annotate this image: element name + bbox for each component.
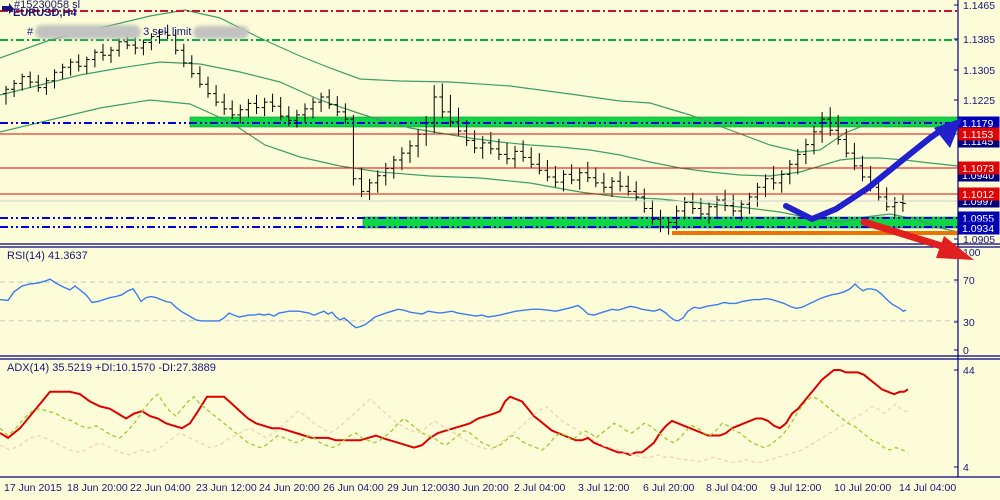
order-prefix: # <box>27 26 34 38</box>
price-level-box-label: 1.0934 <box>962 223 994 235</box>
time-axis-label: 9 Jul 12:00 <box>770 482 822 494</box>
price-tick-label: 1.1385 <box>963 34 995 46</box>
redacted-order-price <box>194 26 249 38</box>
time-axis-label: 26 Jun 04:00 <box>323 482 384 494</box>
price-tick-label: 1.1465 <box>963 0 995 12</box>
time-axis-label: 3 Jul 12:00 <box>578 482 630 494</box>
bearish-projection-arrow-head <box>936 236 974 260</box>
price-level-box <box>958 187 1000 201</box>
rsi-tick-label: 30 <box>963 317 975 329</box>
time-axis-label: 29 Jun 12:00 <box>387 482 448 494</box>
bullish-projection-arrow-head <box>934 118 962 148</box>
time-axis-label: 6 Jul 20:00 <box>643 482 695 494</box>
price-tick-label: 1.0905 <box>963 234 995 246</box>
price-tick-label: 1.1225 <box>963 95 995 107</box>
redacted-order-number <box>36 26 141 38</box>
symbol-period-label: EURUSD,H4 <box>13 7 77 19</box>
adx--di-line <box>0 398 908 463</box>
pending-order-label: # 3 sell limit <box>27 26 249 38</box>
ohlc-bars <box>5 24 904 235</box>
ohlc-open-ticks <box>3 31 903 228</box>
adx-+di-line <box>0 393 909 454</box>
order-type-label: 3 sell limit <box>143 26 192 38</box>
price-level-box-label: 1.1179 <box>962 118 993 130</box>
adx-tick-label: 4 <box>963 462 969 474</box>
time-axis-label: 30 Jun 20:00 <box>448 482 509 494</box>
price-level-box-label: 1.1012 <box>962 189 994 201</box>
price-level-box <box>958 127 1000 141</box>
price-level-box <box>958 116 1000 130</box>
order-sl-label: #15230058 sl <box>14 0 81 11</box>
time-axis-label: 17 Jun 2015 <box>4 482 62 494</box>
rsi-tick-label: 70 <box>963 275 975 287</box>
price-level-box-label: 1.1073 <box>962 163 994 175</box>
price-tick-label: 1.1305 <box>963 65 995 77</box>
rsi-tick-label: 0 <box>963 345 969 357</box>
time-axis-label: 8 Jul 04:00 <box>706 482 758 494</box>
rsi-indicator-label: RSI(14) 41.3637 <box>7 250 88 262</box>
time-axis-label: 22 Jun 04:00 <box>130 482 191 494</box>
adx-tick-label: 44 <box>963 365 975 377</box>
bollinger-middle-band <box>0 61 959 177</box>
rsi-line <box>0 278 907 329</box>
order-marker-icon <box>2 3 14 14</box>
time-axis-label: 23 Jun 12:00 <box>196 482 257 494</box>
time-axis-label: 2 Jul 04:00 <box>514 482 566 494</box>
price-level-box <box>958 221 1000 235</box>
adx-adx-line <box>0 369 909 456</box>
price-level-box <box>958 161 1000 175</box>
price-level-box <box>958 211 1000 225</box>
price-level-box-label: 1.1153 <box>962 129 993 141</box>
bollinger-lower-band <box>0 99 959 233</box>
bullish-projection-arrow <box>783 125 947 222</box>
bearish-projection-arrow <box>860 218 952 252</box>
time-axis-label: 18 Jun 20:00 <box>67 482 128 494</box>
ohlc-close-ticks <box>6 31 906 228</box>
time-axis-label: 14 Jul 04:00 <box>899 482 956 494</box>
adx-indicator-label: ADX(14) 35.5219 +DI:10.1570 -DI:27.3889 <box>7 362 216 374</box>
time-axis-label: 24 Jun 20:00 <box>259 482 320 494</box>
time-axis-label: 10 Jul 20:00 <box>834 482 891 494</box>
bollinger-upper-band <box>0 9 959 153</box>
